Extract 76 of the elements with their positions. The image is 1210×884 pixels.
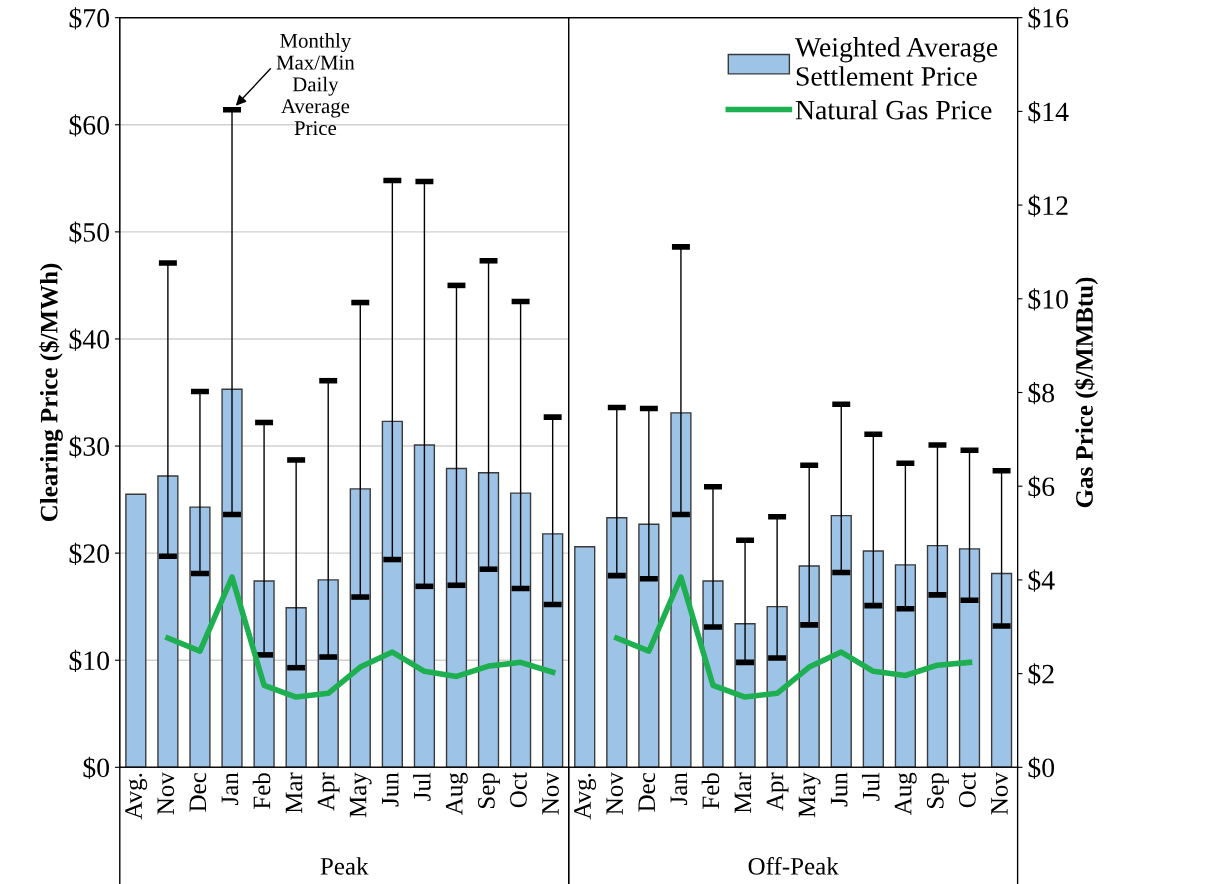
x-tick-label: Oct bbox=[510, 772, 527, 808]
x-tick-label: Nov bbox=[991, 772, 1008, 815]
y2-tick-label: $14 bbox=[1028, 100, 1069, 124]
bar bbox=[413, 444, 436, 768]
y2-tick-label: $16 bbox=[1028, 7, 1069, 30]
legend-label: Natural Gas Price bbox=[795, 99, 992, 120]
x-tick-label: May bbox=[798, 772, 821, 818]
bar bbox=[509, 492, 532, 768]
bar bbox=[894, 564, 917, 768]
bar bbox=[349, 488, 371, 768]
bar bbox=[317, 579, 339, 768]
x-tick-label: Jan bbox=[670, 772, 688, 805]
x-tick-label: Aug bbox=[894, 772, 917, 815]
x-tick-label: Jan bbox=[221, 772, 239, 805]
x-tick-label: Avg. bbox=[125, 773, 148, 820]
x-tick-label: Jun bbox=[381, 772, 399, 807]
x-tick-label: Jun bbox=[830, 772, 848, 807]
x-tick-label: Nov bbox=[542, 772, 559, 815]
x-tick-label: Jul bbox=[861, 772, 880, 801]
bar bbox=[477, 472, 500, 768]
x-tick-label: Sep bbox=[926, 773, 949, 808]
y2-tick-label: $2 bbox=[1028, 663, 1054, 686]
bar bbox=[990, 572, 1013, 768]
y2-tick-label: $12 bbox=[1028, 194, 1068, 217]
x-tick-label: Jul bbox=[413, 772, 431, 801]
y-tick-label: $30 bbox=[69, 435, 110, 458]
x-tick-label: Oct bbox=[958, 772, 976, 808]
x-tick-label: Dec bbox=[189, 772, 207, 812]
bar bbox=[926, 544, 949, 768]
y-tick-label: $0 bbox=[83, 756, 110, 780]
bar bbox=[381, 420, 403, 768]
x-axis-title: Peak bbox=[320, 857, 369, 875]
y-tick-label: $60 bbox=[69, 114, 110, 137]
bar bbox=[606, 517, 628, 768]
bar bbox=[157, 475, 179, 768]
bar bbox=[734, 623, 756, 768]
y2-tick-label: $6 bbox=[1028, 475, 1055, 498]
bar bbox=[542, 533, 564, 768]
bar bbox=[830, 514, 852, 768]
y-tick-label: $10 bbox=[69, 649, 110, 672]
bar bbox=[862, 550, 884, 768]
x-tick-label: Feb bbox=[701, 773, 720, 809]
y2-tick-label: $10 bbox=[1028, 288, 1068, 311]
x-tick-label: Sep bbox=[477, 773, 500, 808]
bar bbox=[221, 388, 243, 768]
bar bbox=[445, 467, 468, 768]
y2-tick-label: $8 bbox=[1028, 382, 1055, 405]
y-axis-title: Clearing Price ($/MWh) bbox=[39, 263, 63, 522]
bar bbox=[125, 493, 147, 768]
x-tick-label: Nov bbox=[606, 772, 624, 815]
bar bbox=[638, 523, 660, 768]
y-tick-label: $50 bbox=[69, 221, 110, 244]
bar bbox=[574, 546, 596, 768]
x-tick-label: May bbox=[349, 772, 372, 818]
x-tick-label: Mar bbox=[734, 772, 752, 814]
x-tick-label: Apr bbox=[766, 772, 789, 811]
x-axis-title: Off-Peak bbox=[748, 856, 839, 875]
x-tick-label: Feb bbox=[252, 773, 271, 809]
bar bbox=[798, 565, 820, 768]
y2-tick-label: $0 bbox=[1028, 756, 1055, 780]
y-tick-label: $70 bbox=[69, 7, 110, 30]
y2-axis-title: Gas Price ($/MMBtu) bbox=[1074, 277, 1098, 508]
x-tick-label: Apr bbox=[317, 772, 340, 811]
y-tick-label: $20 bbox=[69, 542, 110, 565]
bar bbox=[670, 412, 692, 768]
y-tick-label: $40 bbox=[69, 328, 110, 351]
x-tick-label: Aug bbox=[445, 772, 468, 815]
x-tick-label: Mar bbox=[285, 772, 303, 814]
bar bbox=[958, 548, 981, 768]
x-tick-label: Nov bbox=[157, 772, 175, 815]
x-tick-label: Dec bbox=[638, 772, 656, 812]
x-tick-label: Avg. bbox=[574, 773, 597, 820]
y2-tick-label: $4 bbox=[1028, 569, 1055, 592]
annotation: Monthly Max/Min Daily Average Price bbox=[276, 33, 355, 136]
bar bbox=[189, 506, 211, 768]
legend-label: Weighted Average Settlement Price bbox=[794, 37, 998, 86]
